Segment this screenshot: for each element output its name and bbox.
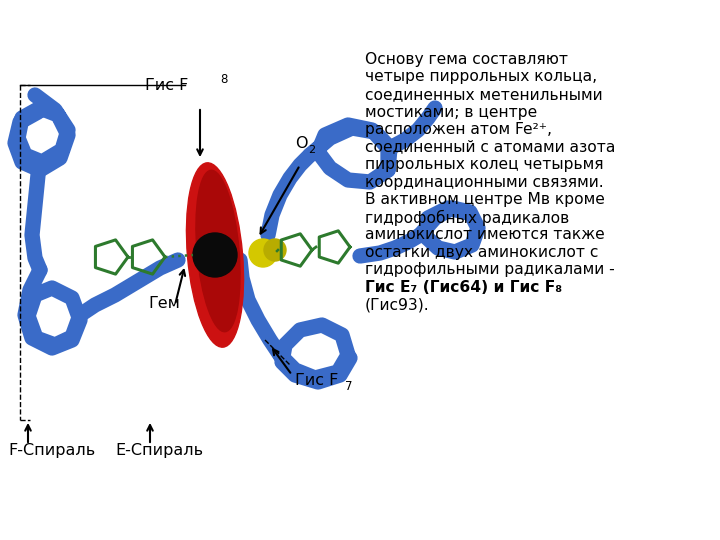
Text: Гем: Гем	[148, 296, 180, 311]
Circle shape	[193, 233, 237, 277]
Text: расположен атом Fe²⁺,: расположен атом Fe²⁺,	[365, 122, 552, 137]
Text: четыре пиррольных кольца,: четыре пиррольных кольца,	[365, 70, 597, 84]
Text: O: O	[295, 136, 307, 151]
Circle shape	[264, 239, 286, 261]
Text: 8: 8	[220, 73, 228, 86]
Text: F-Спираль: F-Спираль	[8, 443, 95, 458]
Text: Е-Спираль: Е-Спираль	[115, 443, 203, 458]
Text: соединенный с атомами азота: соединенный с атомами азота	[365, 139, 616, 154]
Text: остатки двух аминокислот с: остатки двух аминокислот с	[365, 245, 598, 260]
Text: аминокислот имеются также: аминокислот имеются также	[365, 227, 605, 242]
Text: Гис Е₇ (Гис64) и Гис F₈: Гис Е₇ (Гис64) и Гис F₈	[365, 280, 562, 294]
Text: мостиками; в центре: мостиками; в центре	[365, 105, 537, 119]
Text: соединенных метенильными: соединенных метенильными	[365, 87, 603, 102]
Text: 2: 2	[308, 145, 315, 155]
Text: (Гис93).: (Гис93).	[365, 297, 430, 312]
Text: гидрофобных радикалов: гидрофобных радикалов	[365, 210, 570, 226]
Text: Гис F: Гис F	[145, 78, 189, 93]
Text: пиррольных колец четырьмя: пиррольных колец четырьмя	[365, 157, 603, 172]
Text: координационными связями.: координационными связями.	[365, 174, 603, 190]
Text: 7: 7	[345, 380, 353, 393]
Text: В активном центре Мв кроме: В активном центре Мв кроме	[365, 192, 605, 207]
Text: Гис F: Гис F	[295, 373, 338, 388]
Ellipse shape	[186, 163, 243, 347]
Text: Основу гема составляют: Основу гема составляют	[365, 52, 568, 67]
Text: гидрофильными радикалами -: гидрофильными радикалами -	[365, 262, 615, 277]
Circle shape	[249, 239, 277, 267]
Ellipse shape	[196, 170, 240, 332]
